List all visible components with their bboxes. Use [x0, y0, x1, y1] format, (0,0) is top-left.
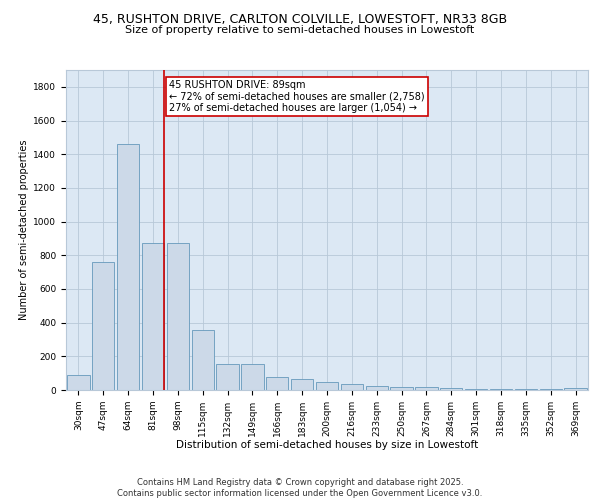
Bar [490, 389, 512, 390]
Text: Size of property relative to semi-detached houses in Lowestoft: Size of property relative to semi-detach… [125, 25, 475, 35]
Bar [241, 364, 263, 390]
Bar [191, 330, 214, 390]
Y-axis label: Number of semi-detached properties: Number of semi-detached properties [19, 140, 29, 320]
Bar [67, 375, 89, 390]
Text: Contains HM Land Registry data © Crown copyright and database right 2025.
Contai: Contains HM Land Registry data © Crown c… [118, 478, 482, 498]
Text: 45 RUSHTON DRIVE: 89sqm
← 72% of semi-detached houses are smaller (2,758)
27% of: 45 RUSHTON DRIVE: 89sqm ← 72% of semi-de… [169, 80, 425, 113]
Bar [341, 384, 363, 390]
Bar [142, 244, 164, 390]
Bar [167, 244, 189, 390]
Bar [316, 382, 338, 390]
Bar [465, 388, 487, 390]
Bar [565, 388, 587, 390]
Bar [391, 386, 413, 390]
Bar [92, 262, 115, 390]
Bar [440, 388, 463, 390]
Bar [291, 379, 313, 390]
Bar [266, 378, 289, 390]
Text: 45, RUSHTON DRIVE, CARLTON COLVILLE, LOWESTOFT, NR33 8GB: 45, RUSHTON DRIVE, CARLTON COLVILLE, LOW… [93, 12, 507, 26]
Bar [365, 386, 388, 390]
Bar [217, 364, 239, 390]
X-axis label: Distribution of semi-detached houses by size in Lowestoft: Distribution of semi-detached houses by … [176, 440, 478, 450]
Bar [117, 144, 139, 390]
Bar [415, 388, 437, 390]
